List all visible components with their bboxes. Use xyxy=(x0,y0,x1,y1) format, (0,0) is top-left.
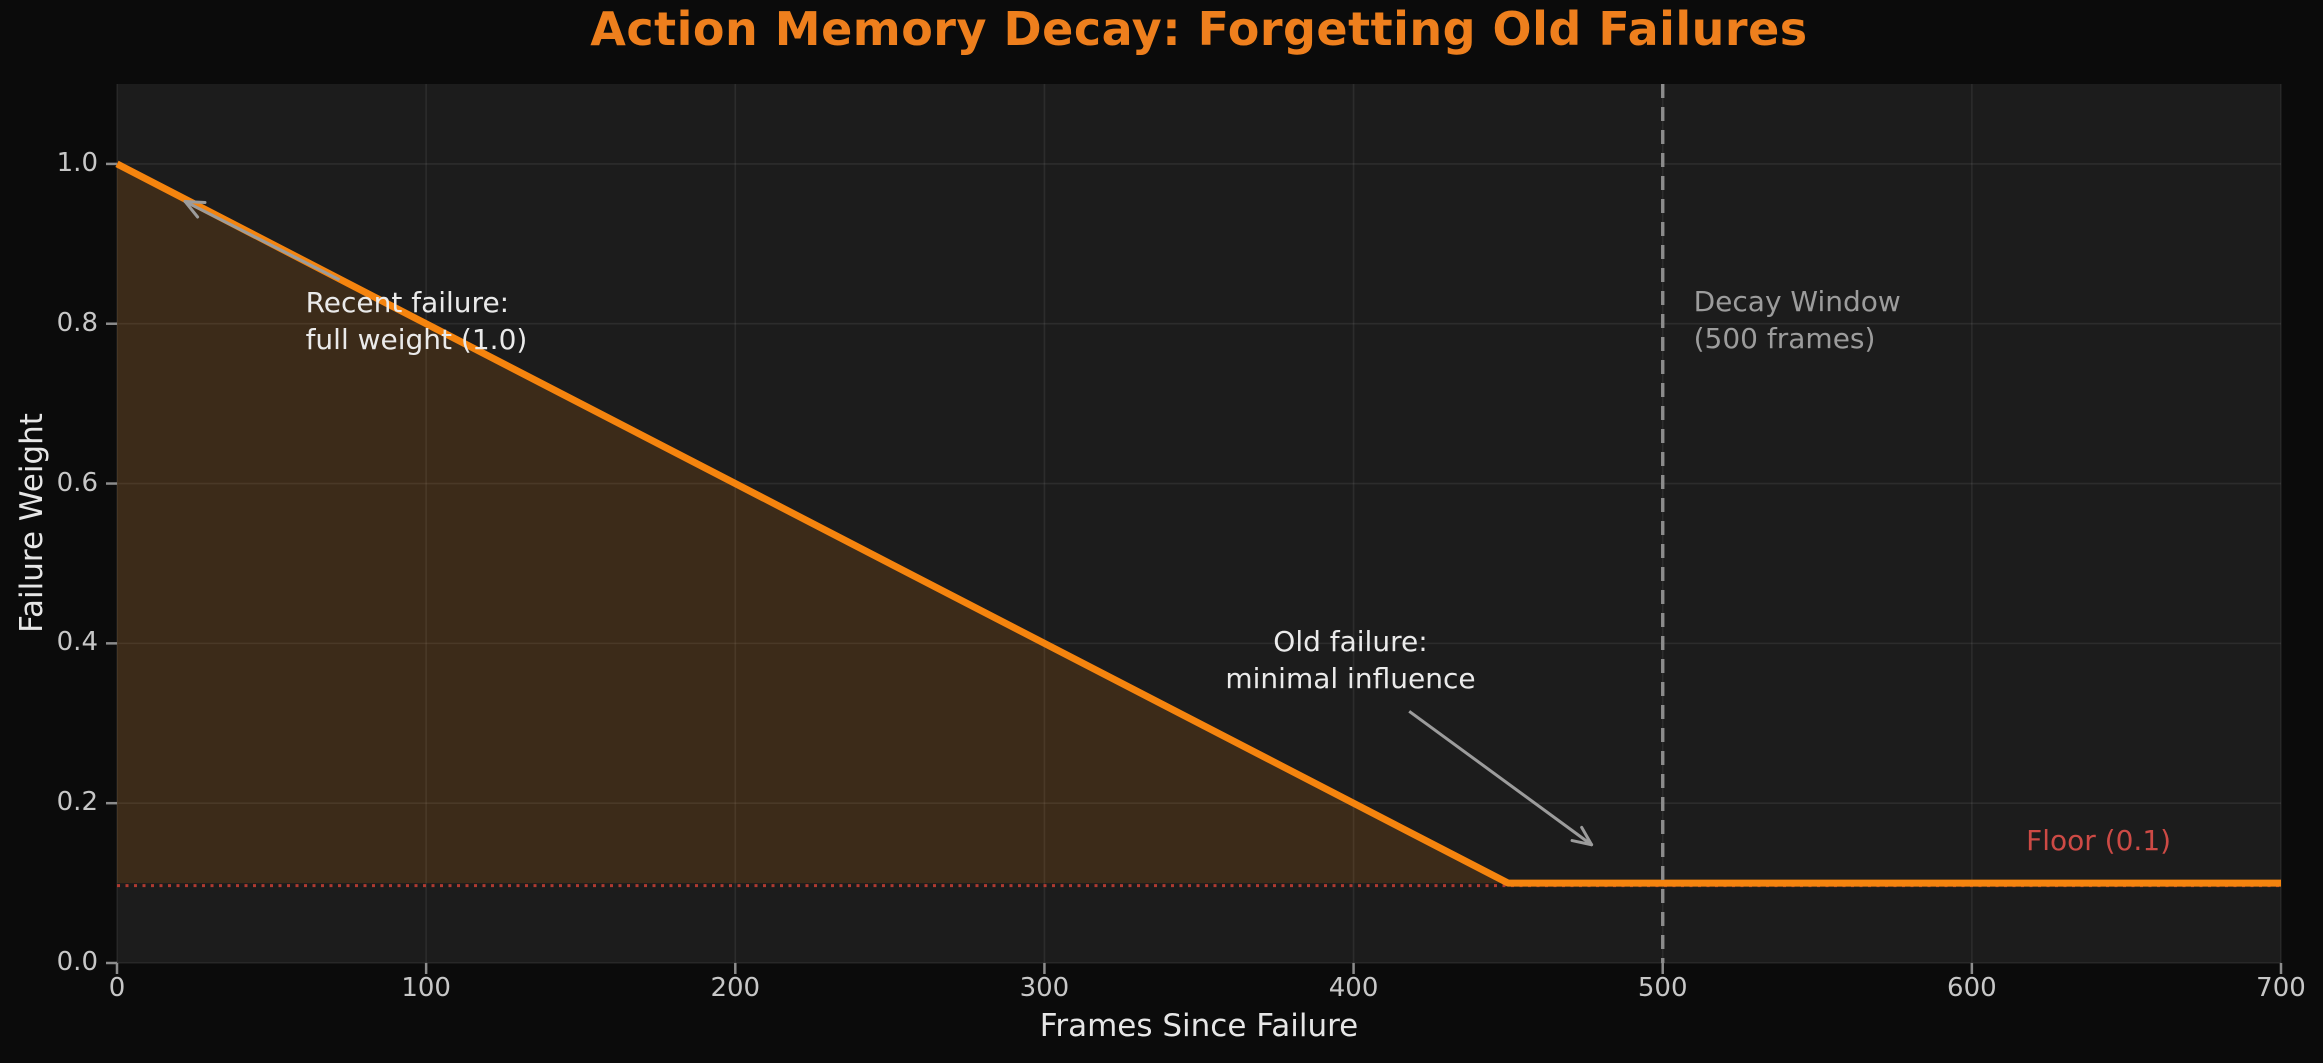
recent-failure-arrowhead xyxy=(183,199,207,204)
y-axis-label: Failure Weight xyxy=(14,413,50,633)
annotation-floor: Floor (0.1) xyxy=(2026,822,2171,859)
plot-area xyxy=(117,84,2281,963)
old-failure-arrow xyxy=(1408,710,1593,846)
recent-failure-arrow xyxy=(184,200,341,282)
old-failure-arrowhead xyxy=(1580,825,1594,847)
y-tick-label: 0.4 xyxy=(56,627,98,658)
recent-failure-arrowhead xyxy=(183,199,200,219)
annotation-recent-failure: Recent failure: full weight (1.0) xyxy=(306,284,528,358)
recent-failure-text-line: full weight (1.0) xyxy=(305,323,528,357)
x-tick-label: 200 xyxy=(710,973,761,1003)
x-tick-label: 100 xyxy=(401,973,451,1003)
floor-text-line: Floor (0.1) xyxy=(2026,823,2172,857)
decay-window-text-line: Decay Window xyxy=(1693,285,1901,319)
x-tick-label: 400 xyxy=(1328,973,1379,1003)
x-tick-label: 600 xyxy=(1947,973,1997,1003)
annotation-decay-window: Decay Window (500 frames) xyxy=(1694,283,1901,357)
area-fill xyxy=(117,163,2281,884)
x-tick-label: 0 xyxy=(108,973,126,1003)
y-tick-label: 0.6 xyxy=(56,467,98,498)
y-tick-label: 0.8 xyxy=(56,307,98,338)
x-tick-label: 700 xyxy=(2256,973,2306,1003)
y-tick-label: 0.2 xyxy=(56,787,98,818)
y-tick-label: 0.0 xyxy=(56,947,98,977)
decay-window-text-line: (500 frames) xyxy=(1693,322,1876,356)
old-failure-text-line: minimal influence xyxy=(1225,661,1476,695)
x-axis-label: Frames Since Failure xyxy=(1039,1008,1359,1044)
failure-weight-line xyxy=(115,160,2281,887)
old-failure-arrowhead xyxy=(1570,839,1594,847)
chart-title: Action Memory Decay: Forgetting Old Fail… xyxy=(590,2,1808,56)
x-tick-label: 300 xyxy=(1019,973,1070,1003)
y-tick-label: 1.0 xyxy=(56,147,98,178)
old-failure-text-line: Old failure: xyxy=(1273,624,1428,658)
x-tick-label: 500 xyxy=(1637,973,1688,1003)
annotation-old-failure: Old failure: minimal influence xyxy=(1225,623,1475,697)
recent-failure-text-line: Recent failure: xyxy=(305,286,510,320)
